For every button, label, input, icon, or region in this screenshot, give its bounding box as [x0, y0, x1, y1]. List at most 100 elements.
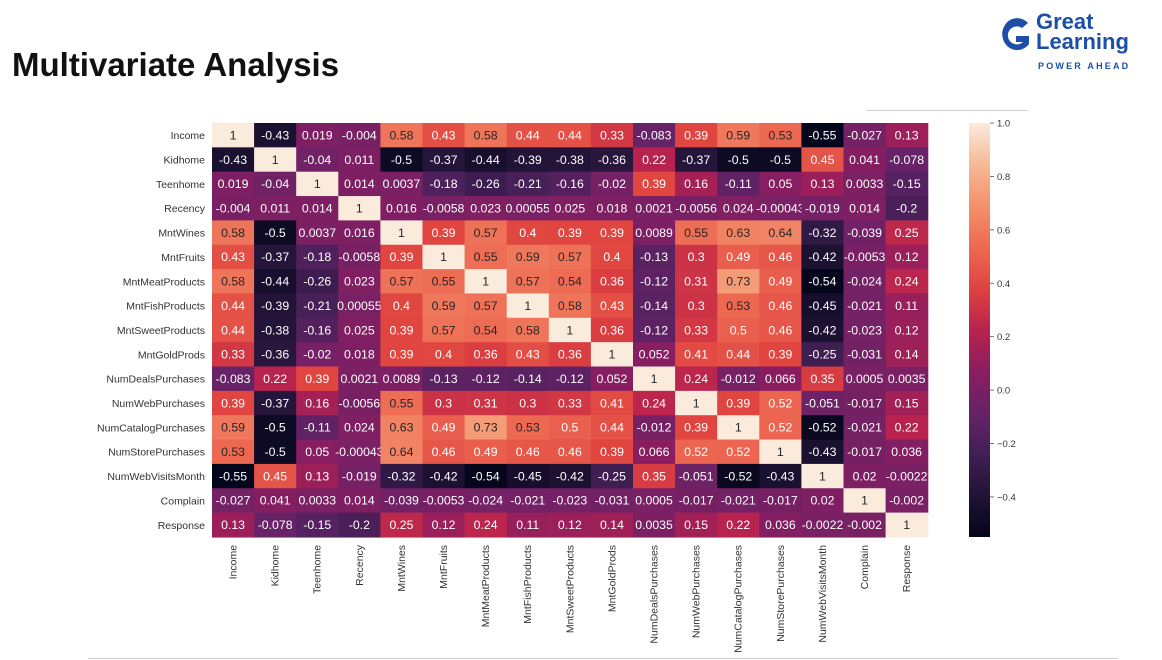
row-label: Response [158, 520, 205, 532]
row-label: NumWebPurchases [112, 398, 205, 410]
cell-value-label: -0.5 [391, 153, 412, 167]
heatmap-cell [759, 366, 802, 392]
cell-value-label: -0.031 [847, 348, 882, 362]
cell-value-label: -0.45 [514, 469, 542, 483]
cell-value-label: -0.0056 [338, 396, 380, 410]
cell-value-label: 0.52 [768, 421, 792, 435]
heatmap-cell [296, 147, 339, 173]
cell-value-label: 0.36 [600, 275, 624, 289]
cell-value-label: -0.021 [847, 299, 882, 313]
colorbar-tick-label: 0.8 [997, 172, 1010, 183]
cell-value-label: -0.5 [728, 153, 749, 167]
colorbar-tick-label: 0.6 [997, 225, 1010, 236]
heatmap-cell [801, 463, 845, 489]
cell-value-label: 0.57 [516, 275, 540, 289]
heatmap-cell [675, 220, 718, 246]
cell-value-label: 0.025 [554, 202, 585, 216]
cell-value-label: 0.57 [432, 323, 456, 337]
cell-value-label: 1 [609, 348, 616, 362]
column-label: Kidhome [270, 545, 282, 587]
cell-value-label: 0.22 [642, 153, 666, 167]
cell-value-label: 0.44 [726, 348, 750, 362]
heatmap-cell [380, 488, 424, 514]
heatmap-cell [380, 293, 424, 319]
cell-value-label: 0.13 [305, 469, 329, 483]
cell-value-label: -0.52 [808, 421, 836, 435]
heatmap-cell [843, 488, 887, 514]
cell-value-label: -0.078 [258, 518, 293, 532]
heatmap-cell [885, 171, 929, 197]
heatmap-cell [338, 439, 381, 465]
cell-value-label: -0.42 [808, 250, 836, 264]
cell-value-label: -0.023 [552, 494, 587, 508]
heatmap-cell [464, 512, 508, 538]
heatmap-cell [590, 293, 634, 319]
heatmap-cell [338, 196, 381, 221]
cell-value-label: -0.039 [384, 494, 419, 508]
heatmap-cell [380, 317, 424, 343]
cell-value-label: 0.36 [558, 348, 582, 362]
heatmap-cell [843, 317, 887, 343]
cell-value-label: 0.52 [684, 445, 708, 459]
heatmap-cell [801, 220, 845, 246]
heatmap-cell [717, 415, 760, 441]
cell-value-label: 0.49 [726, 250, 750, 264]
heatmap-cell [296, 123, 339, 148]
cell-value-label: 0.02 [853, 469, 877, 483]
heatmap-cell [212, 269, 255, 295]
cell-value-label: 0.22 [726, 518, 750, 532]
colorbar-tick-label: −0.2 [997, 439, 1016, 450]
cell-value-label: 0.3 [435, 396, 452, 410]
heatmap-cell [885, 415, 929, 441]
heatmap-cell [338, 123, 381, 148]
heatmap-cell [338, 366, 381, 392]
logo-g-icon [1002, 18, 1029, 51]
heatmap-cell [338, 488, 381, 514]
cell-value-label: -0.18 [430, 177, 458, 191]
heatmap-cell [885, 147, 929, 173]
cell-value-label: 0.24 [895, 275, 919, 289]
great-learning-logo: Great Learning POWER AHEAD [998, 11, 1148, 74]
heatmap-cell [801, 147, 845, 173]
heatmap-cell [338, 147, 381, 173]
cell-value-label: -0.15 [893, 177, 921, 191]
heatmap-cell [296, 463, 339, 489]
heatmap-cell [254, 439, 297, 465]
heatmap-cell [548, 439, 592, 465]
cell-value-label: -0.0053 [844, 250, 886, 264]
logo-name-line2: Learning [1036, 29, 1129, 54]
colorbar-tick-label: 0.2 [997, 332, 1010, 343]
heatmap-cell [801, 293, 845, 319]
heatmap-cell [380, 123, 424, 148]
heatmap-cell [717, 269, 760, 295]
cell-value-label: 0.4 [519, 226, 536, 240]
heatmap-cell [759, 171, 802, 197]
cell-value-label: 0.59 [726, 128, 750, 142]
cell-value-label: 0.024 [344, 421, 375, 435]
column-label: Teenhome [312, 545, 324, 594]
cell-value-label: 0.018 [344, 348, 375, 362]
logo-tagline: POWER AHEAD [1038, 61, 1131, 71]
cell-value-label: -0.44 [261, 275, 289, 289]
bottom-divider-line [88, 658, 1118, 659]
heatmap-cell [590, 415, 634, 441]
cell-value-label: 0.24 [642, 396, 666, 410]
cell-value-label: 0.45 [263, 469, 287, 483]
heatmap-cell [380, 415, 424, 441]
heatmap-cell [675, 147, 718, 173]
column-label: NumCatalogPurchases [733, 545, 745, 653]
heatmap-cell [548, 147, 592, 173]
heatmap-cell [717, 293, 760, 319]
heatmap-cell [759, 269, 802, 295]
cell-value-label: 0.53 [516, 421, 540, 435]
heatmap-cell [422, 171, 466, 197]
cell-value-label: 0.58 [221, 226, 245, 240]
cell-value-label: -0.16 [556, 177, 584, 191]
cell-value-label: -0.12 [640, 323, 668, 337]
column-label: MntWines [396, 545, 408, 592]
cell-value-label: 0.4 [603, 250, 620, 264]
heatmap-cell [296, 415, 339, 441]
heatmap-cell [296, 244, 339, 270]
heatmap-cell [422, 269, 466, 295]
heatmap-cell [464, 463, 508, 489]
